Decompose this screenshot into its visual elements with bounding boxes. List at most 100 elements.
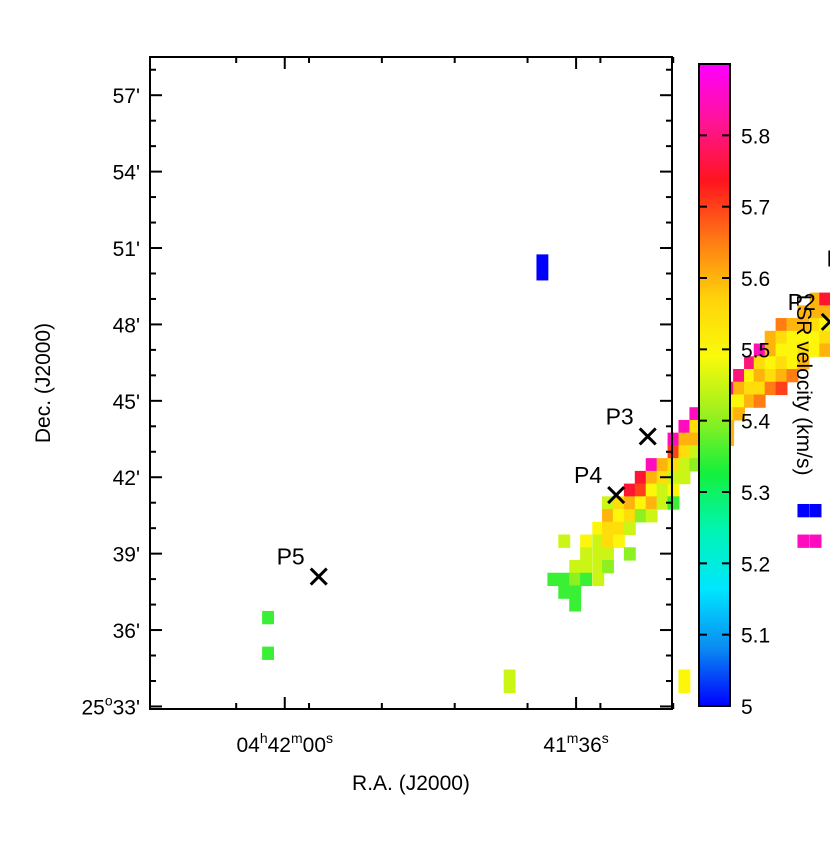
marker-label: P5 [277,544,305,570]
colorbar-tick-label: 5.3 [741,482,770,505]
velocity-pixel [809,330,822,345]
velocity-pixel [612,509,625,523]
tick-label: 41m36s [543,730,608,757]
velocity-pixel [744,368,756,383]
velocity-pixel [569,572,582,587]
velocity-pixel [797,343,810,357]
velocity-pixel [775,368,788,383]
velocity-pixel [753,381,766,396]
tick-label: 51' [113,238,140,261]
velocity-pixel [775,343,788,357]
velocity-pixel [689,432,702,446]
velocity-pixel [809,292,822,306]
velocity-pixel [678,669,691,683]
velocity-pixel [634,509,647,523]
tick-label: 57' [113,85,140,108]
velocity-pixel [656,483,669,497]
velocity-pixel [558,585,571,599]
velocity-pixel [667,445,680,459]
colorbar-tick-label: 5.1 [741,625,770,648]
source-marker-layer: P1P2P3P4P5IRAS [277,246,830,586]
velocity-pixel [645,470,658,485]
colorbar-tick-label: 5.4 [741,411,771,434]
velocity-pixel [764,343,777,357]
colorbar-ticks: 5 5.1 5.2 5.3 5.4 5.5 5.6 5.7 5.8 [699,125,771,719]
tick-label: 48' [113,314,140,337]
tick-label: 45' [113,391,140,414]
velocity-pixel [775,356,788,370]
velocity-pixel [612,534,625,548]
velocity-pixel [775,381,788,396]
velocity-pixel [744,394,756,408]
velocity-pixel [602,534,614,548]
velocity-pixel [580,547,593,561]
velocity-pixel [645,509,658,523]
velocity-pixel [786,343,799,357]
velocity-pixel [786,368,799,383]
velocity-pixel [797,534,810,548]
velocity-pixel [786,356,799,370]
velocity-pixel [753,394,766,408]
velocity-pixel [503,669,516,683]
velocity-pixel [262,646,274,660]
velocity-pixel [764,330,777,345]
velocity-pixel [592,534,605,548]
velocity-pixel [819,292,830,306]
velocity-pixel [569,585,582,599]
velocity-pixel [569,560,582,574]
velocity-pixel [667,458,680,472]
velocity-pixel [645,496,658,510]
colorbar-tick-label: 5.6 [741,268,770,291]
dec-axis-ticks: 25o33' 36' 39' 42' 45' 48' 51' 54' 57' [81,68,672,719]
velocity-pixel [797,356,810,370]
velocity-pixel [667,483,680,497]
velocity-pixel [623,483,636,497]
velocity-pixel [623,547,636,561]
velocity-pixel [634,483,647,497]
velocity-pixel [667,470,680,485]
velocity-pixel [602,560,614,574]
velocity-pixel-layer [262,254,830,694]
velocity-pixel [592,572,605,587]
velocity-pixel [819,343,830,357]
velocity-pixel [809,534,822,548]
velocity-pixel [592,560,605,574]
marker-cross-icon [638,427,657,446]
ra-axis-ticks: 04h42m00s41m36s12s00s [235,57,675,757]
velocity-pixel [634,496,647,510]
velocity-pixel [819,305,830,319]
marker-p3: P3 [606,403,657,446]
velocity-pixel [797,305,810,319]
colorbar-tick-label: 5 [741,696,753,719]
velocity-pixel [775,330,788,345]
velocity-pixel [645,458,658,472]
velocity-pixel [656,496,669,510]
velocity-pixel [602,521,614,536]
velocity-pixel [678,419,691,434]
velocity-pixel [667,432,680,446]
velocity-pixel [634,470,647,485]
velocity-pixel [623,521,636,536]
velocity-pixel [612,521,625,536]
marker-label: P2 [788,289,816,315]
velocity-pixel [775,318,788,332]
velocity-pixel [262,610,274,625]
velocity-pixel [764,381,777,396]
velocity-pixel [797,318,810,332]
velocity-pixel [689,407,702,421]
velocity-pixel [753,356,766,370]
velocity-pixel [602,547,614,561]
velocity-pixel [753,343,766,357]
velocity-pixel [744,356,756,370]
marker-label: P3 [606,403,634,429]
velocity-pixel [592,521,605,536]
velocity-pixel [689,458,702,472]
tick-label: 36' [113,620,140,643]
velocity-pixel [623,496,636,510]
velocity-pixel [819,318,830,332]
marker-label: P1 [827,246,830,272]
velocity-pixel [667,496,680,510]
velocity-pixel [689,419,702,434]
velocity-pixel [797,330,810,345]
